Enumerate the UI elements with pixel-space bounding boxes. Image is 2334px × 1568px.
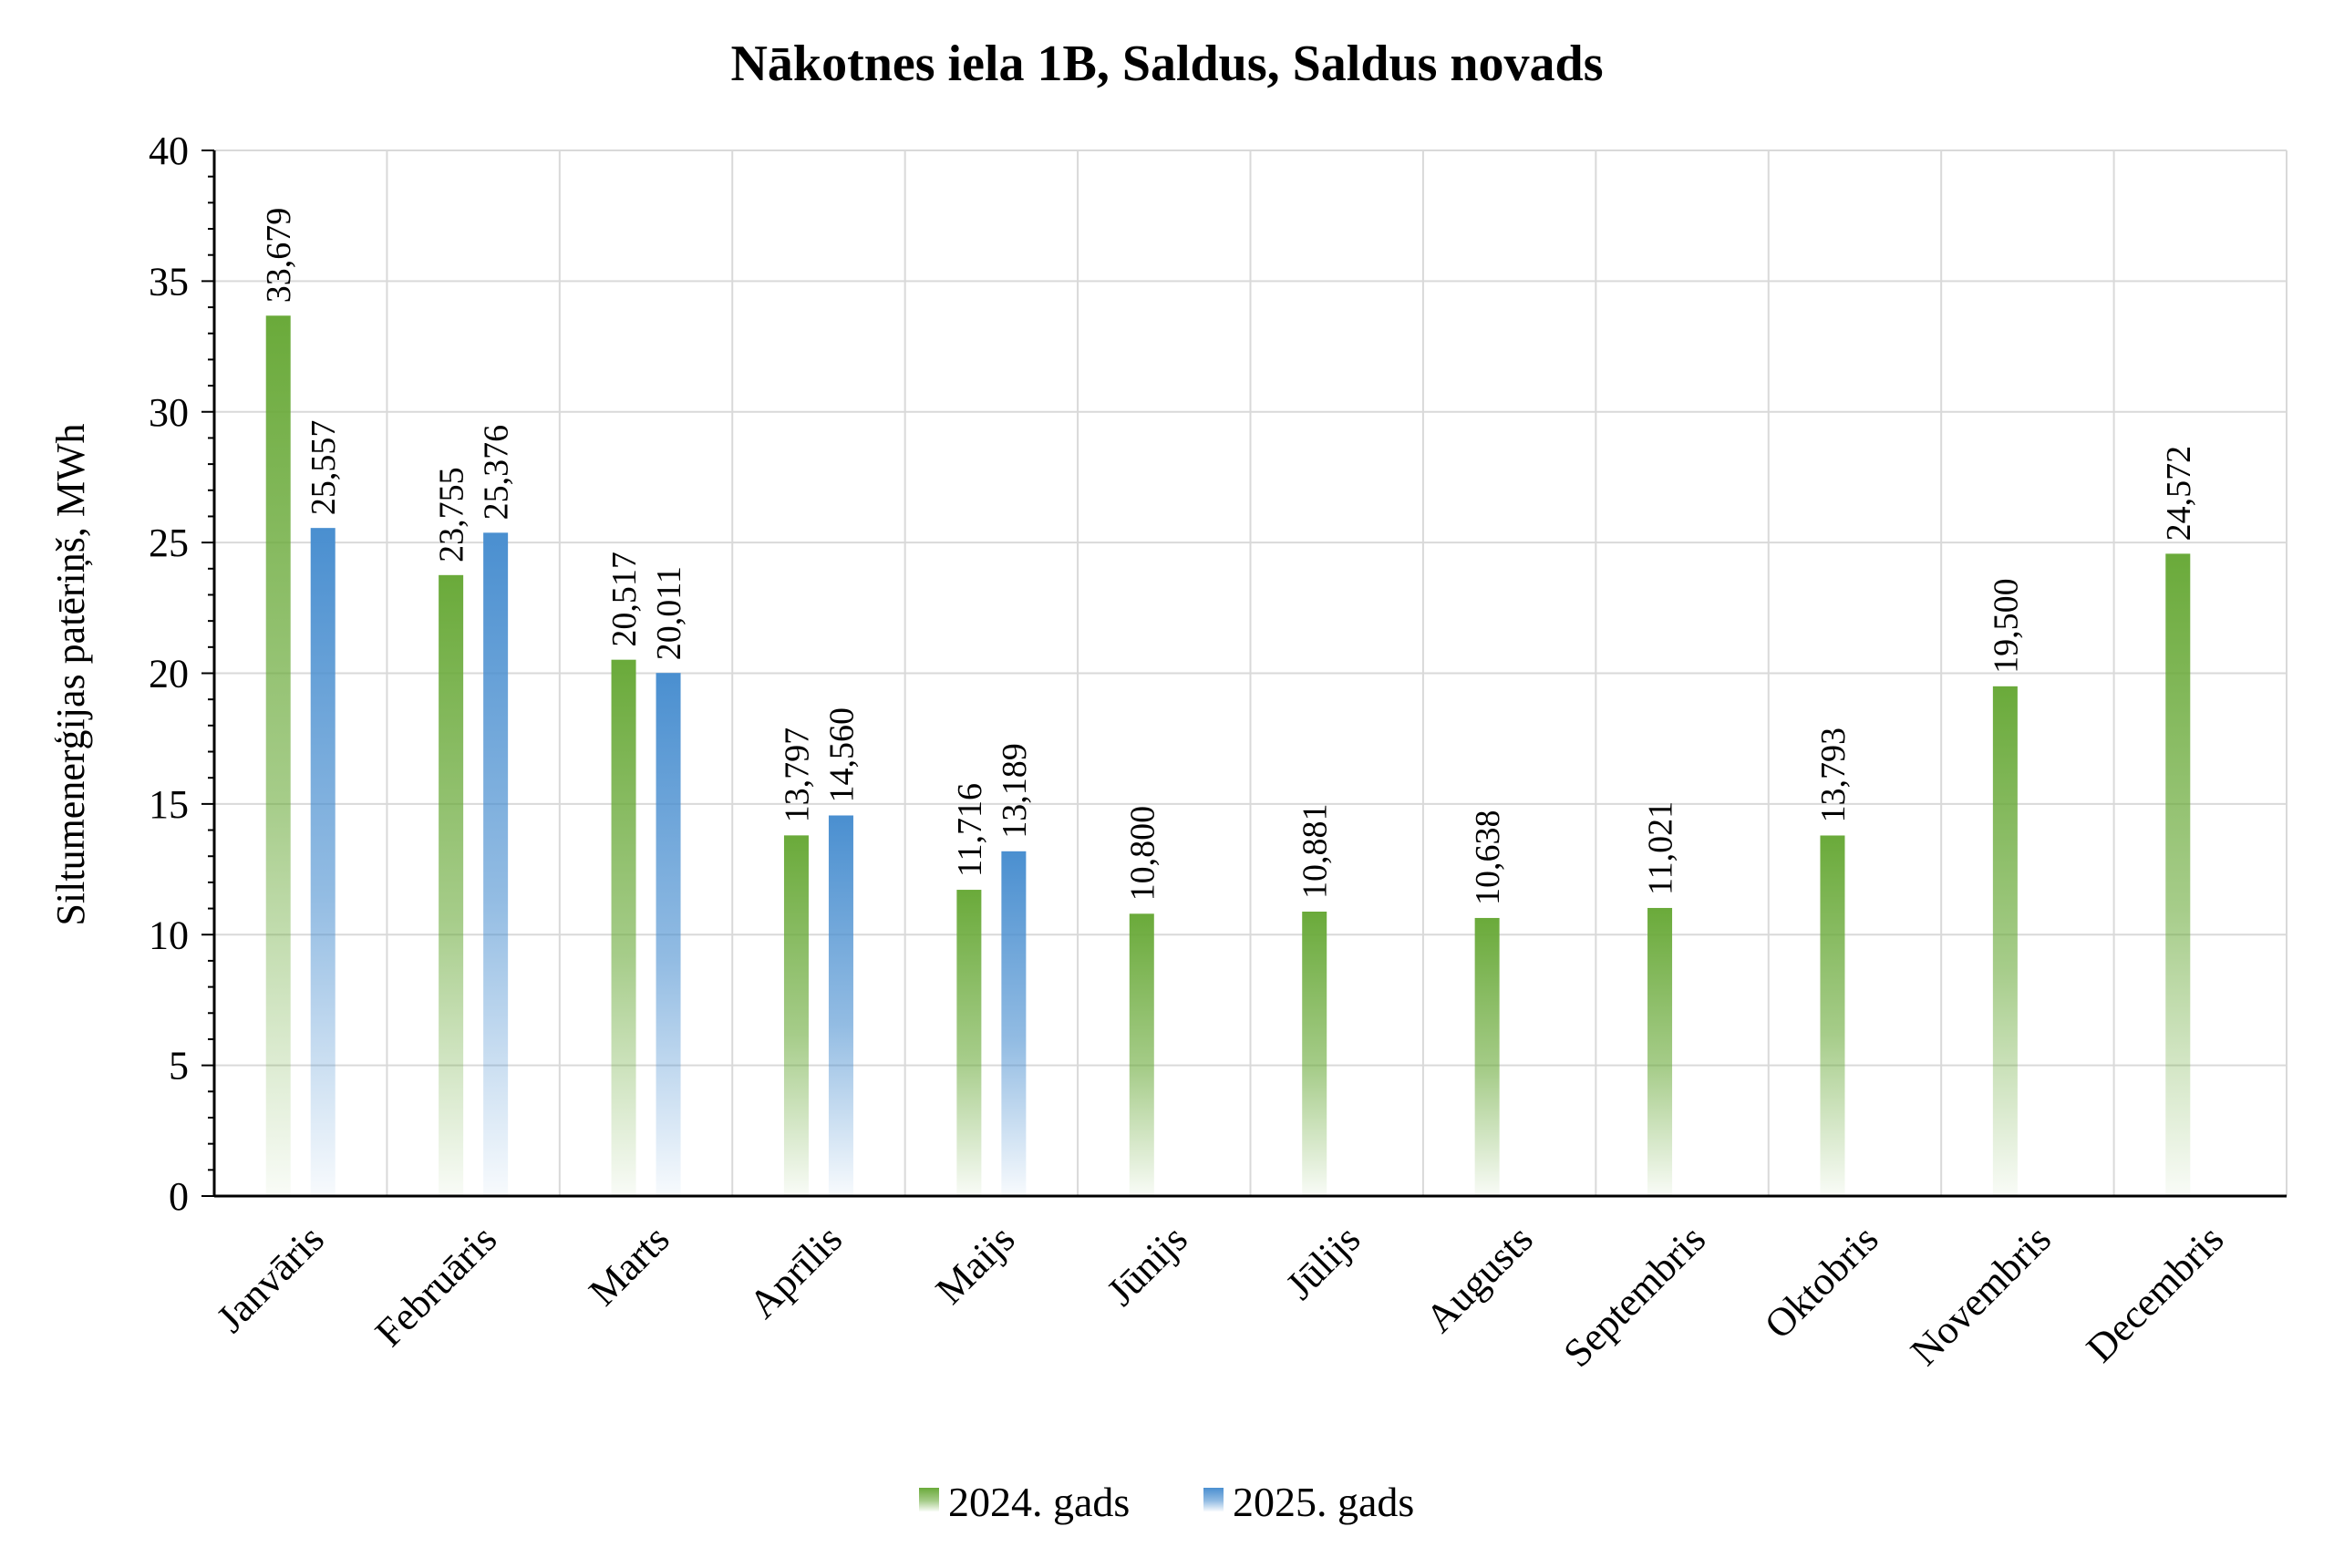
data-label-2025-gads-februaris: 25,376 — [478, 425, 516, 521]
y-tick-labels: 0 5 10 15 20 25 30 35 40 — [149, 129, 189, 1219]
bar-2025-gads-marts — [656, 673, 681, 1196]
y-tick-label: 20 — [149, 652, 189, 696]
x-category-label-junijs: Jūnijs — [1099, 1216, 1196, 1314]
y-tick-label: 25 — [149, 521, 189, 565]
data-label-2024-gads-maijs: 11,716 — [951, 783, 989, 877]
data-label-2025-gads-janvaris: 25,557 — [305, 420, 343, 516]
y-tick-label: 10 — [149, 913, 189, 957]
legend-label-2025: 2025. gads — [1233, 1479, 1414, 1525]
legend-swatch-2025 — [1203, 1488, 1224, 1511]
y-tick-label: 15 — [149, 782, 189, 827]
x-category-label-maijs: Maijs — [927, 1216, 1024, 1313]
data-label-2025-gads-maijs: 13,189 — [996, 743, 1034, 839]
gridlines — [214, 150, 2288, 1196]
bar-2024-gads-decembris — [2165, 553, 2191, 1196]
y-tick-label: 5 — [169, 1044, 189, 1088]
data-label-2024-gads-aprilis: 13,797 — [778, 727, 816, 823]
bar-2024-gads-oktobris — [1820, 835, 1845, 1196]
x-category-label-julijs: Jūlijs — [1277, 1216, 1368, 1307]
x-category-label-oktobris: Oktobris — [1756, 1216, 1887, 1347]
data-label-2024-gads-marts: 20,517 — [605, 552, 644, 647]
data-label-2025-gads-aprilis: 14,560 — [822, 707, 861, 802]
y-tick-label: 0 — [169, 1174, 189, 1219]
bar-2024-gads-janvaris — [265, 315, 291, 1197]
data-label-2024-gads-junijs: 10,800 — [1123, 806, 1162, 902]
bar-2024-gads-februaris — [439, 574, 464, 1196]
y-tick-label: 30 — [149, 390, 189, 435]
data-label-2024-gads-oktobris: 13,793 — [1814, 727, 1853, 823]
legend-swatch-2024 — [919, 1488, 939, 1511]
bar-2024-gads-septembris — [1647, 907, 1673, 1196]
x-category-label-novembris: Novembris — [1902, 1216, 2060, 1374]
data-label-2024-gads-novembris: 19,500 — [1987, 578, 2025, 674]
bars — [265, 315, 2191, 1197]
y-tick-label: 35 — [149, 259, 189, 304]
x-category-label-februaris: Februāris — [367, 1216, 505, 1355]
data-label-2024-gads-decembris: 24,572 — [2160, 446, 2198, 542]
bar-2025-gads-februaris — [483, 532, 509, 1196]
x-category-label-marts: Marts — [580, 1216, 677, 1314]
bar-2024-gads-novembris — [1992, 686, 2018, 1196]
legend: 2024. gads 2025. gads — [919, 1479, 1414, 1525]
x-category-label-aprilis: Aprīlis — [740, 1216, 851, 1326]
x-category-label-augusts: Augusts — [1417, 1216, 1542, 1341]
bar-2024-gads-junijs — [1129, 913, 1154, 1196]
x-category-labels: Janvāris Februāris Marts Aprīlis Maijs Jūnijs… — [208, 1216, 2232, 1376]
bar-2024-gads-julijs — [1302, 911, 1327, 1196]
data-label-2024-gads-septembris: 11,021 — [1642, 801, 1680, 895]
chart-title: Nākotnes iela 1B, Saldus, Saldus novads — [730, 36, 1603, 92]
y-tick-label: 40 — [149, 129, 189, 173]
x-category-label-decembris: Decembris — [2078, 1216, 2232, 1370]
bar-2025-gads-maijs — [1001, 851, 1027, 1196]
x-category-label-septembris: Septembris — [1554, 1216, 1714, 1376]
data-label-2025-gads-marts: 20,011 — [650, 566, 688, 660]
bar-2025-gads-aprilis — [828, 815, 853, 1196]
bar-2024-gads-augusts — [1474, 917, 1500, 1196]
x-category-label-janvaris: Janvāris — [208, 1216, 333, 1341]
axes — [201, 150, 2287, 1198]
data-label-2024-gads-julijs: 10,881 — [1296, 803, 1335, 899]
bar-2025-gads-janvaris — [310, 528, 336, 1196]
bar-2024-gads-maijs — [956, 890, 982, 1196]
data-labels: 33,679 25,557 23,755 25,376 20,517 20,011 13,7… — [260, 208, 2198, 905]
bar-2024-gads-marts — [611, 659, 636, 1196]
data-label-2024-gads-janvaris: 33,679 — [260, 208, 298, 304]
data-label-2024-gads-augusts: 10,638 — [1469, 810, 1507, 905]
legend-label-2024: 2024. gads — [948, 1479, 1130, 1525]
data-label-2024-gads-februaris: 23,755 — [433, 467, 471, 562]
bar-2024-gads-aprilis — [783, 835, 809, 1196]
y-axis-title: Siltumenerģijas patēriņš, MWh — [48, 423, 93, 925]
